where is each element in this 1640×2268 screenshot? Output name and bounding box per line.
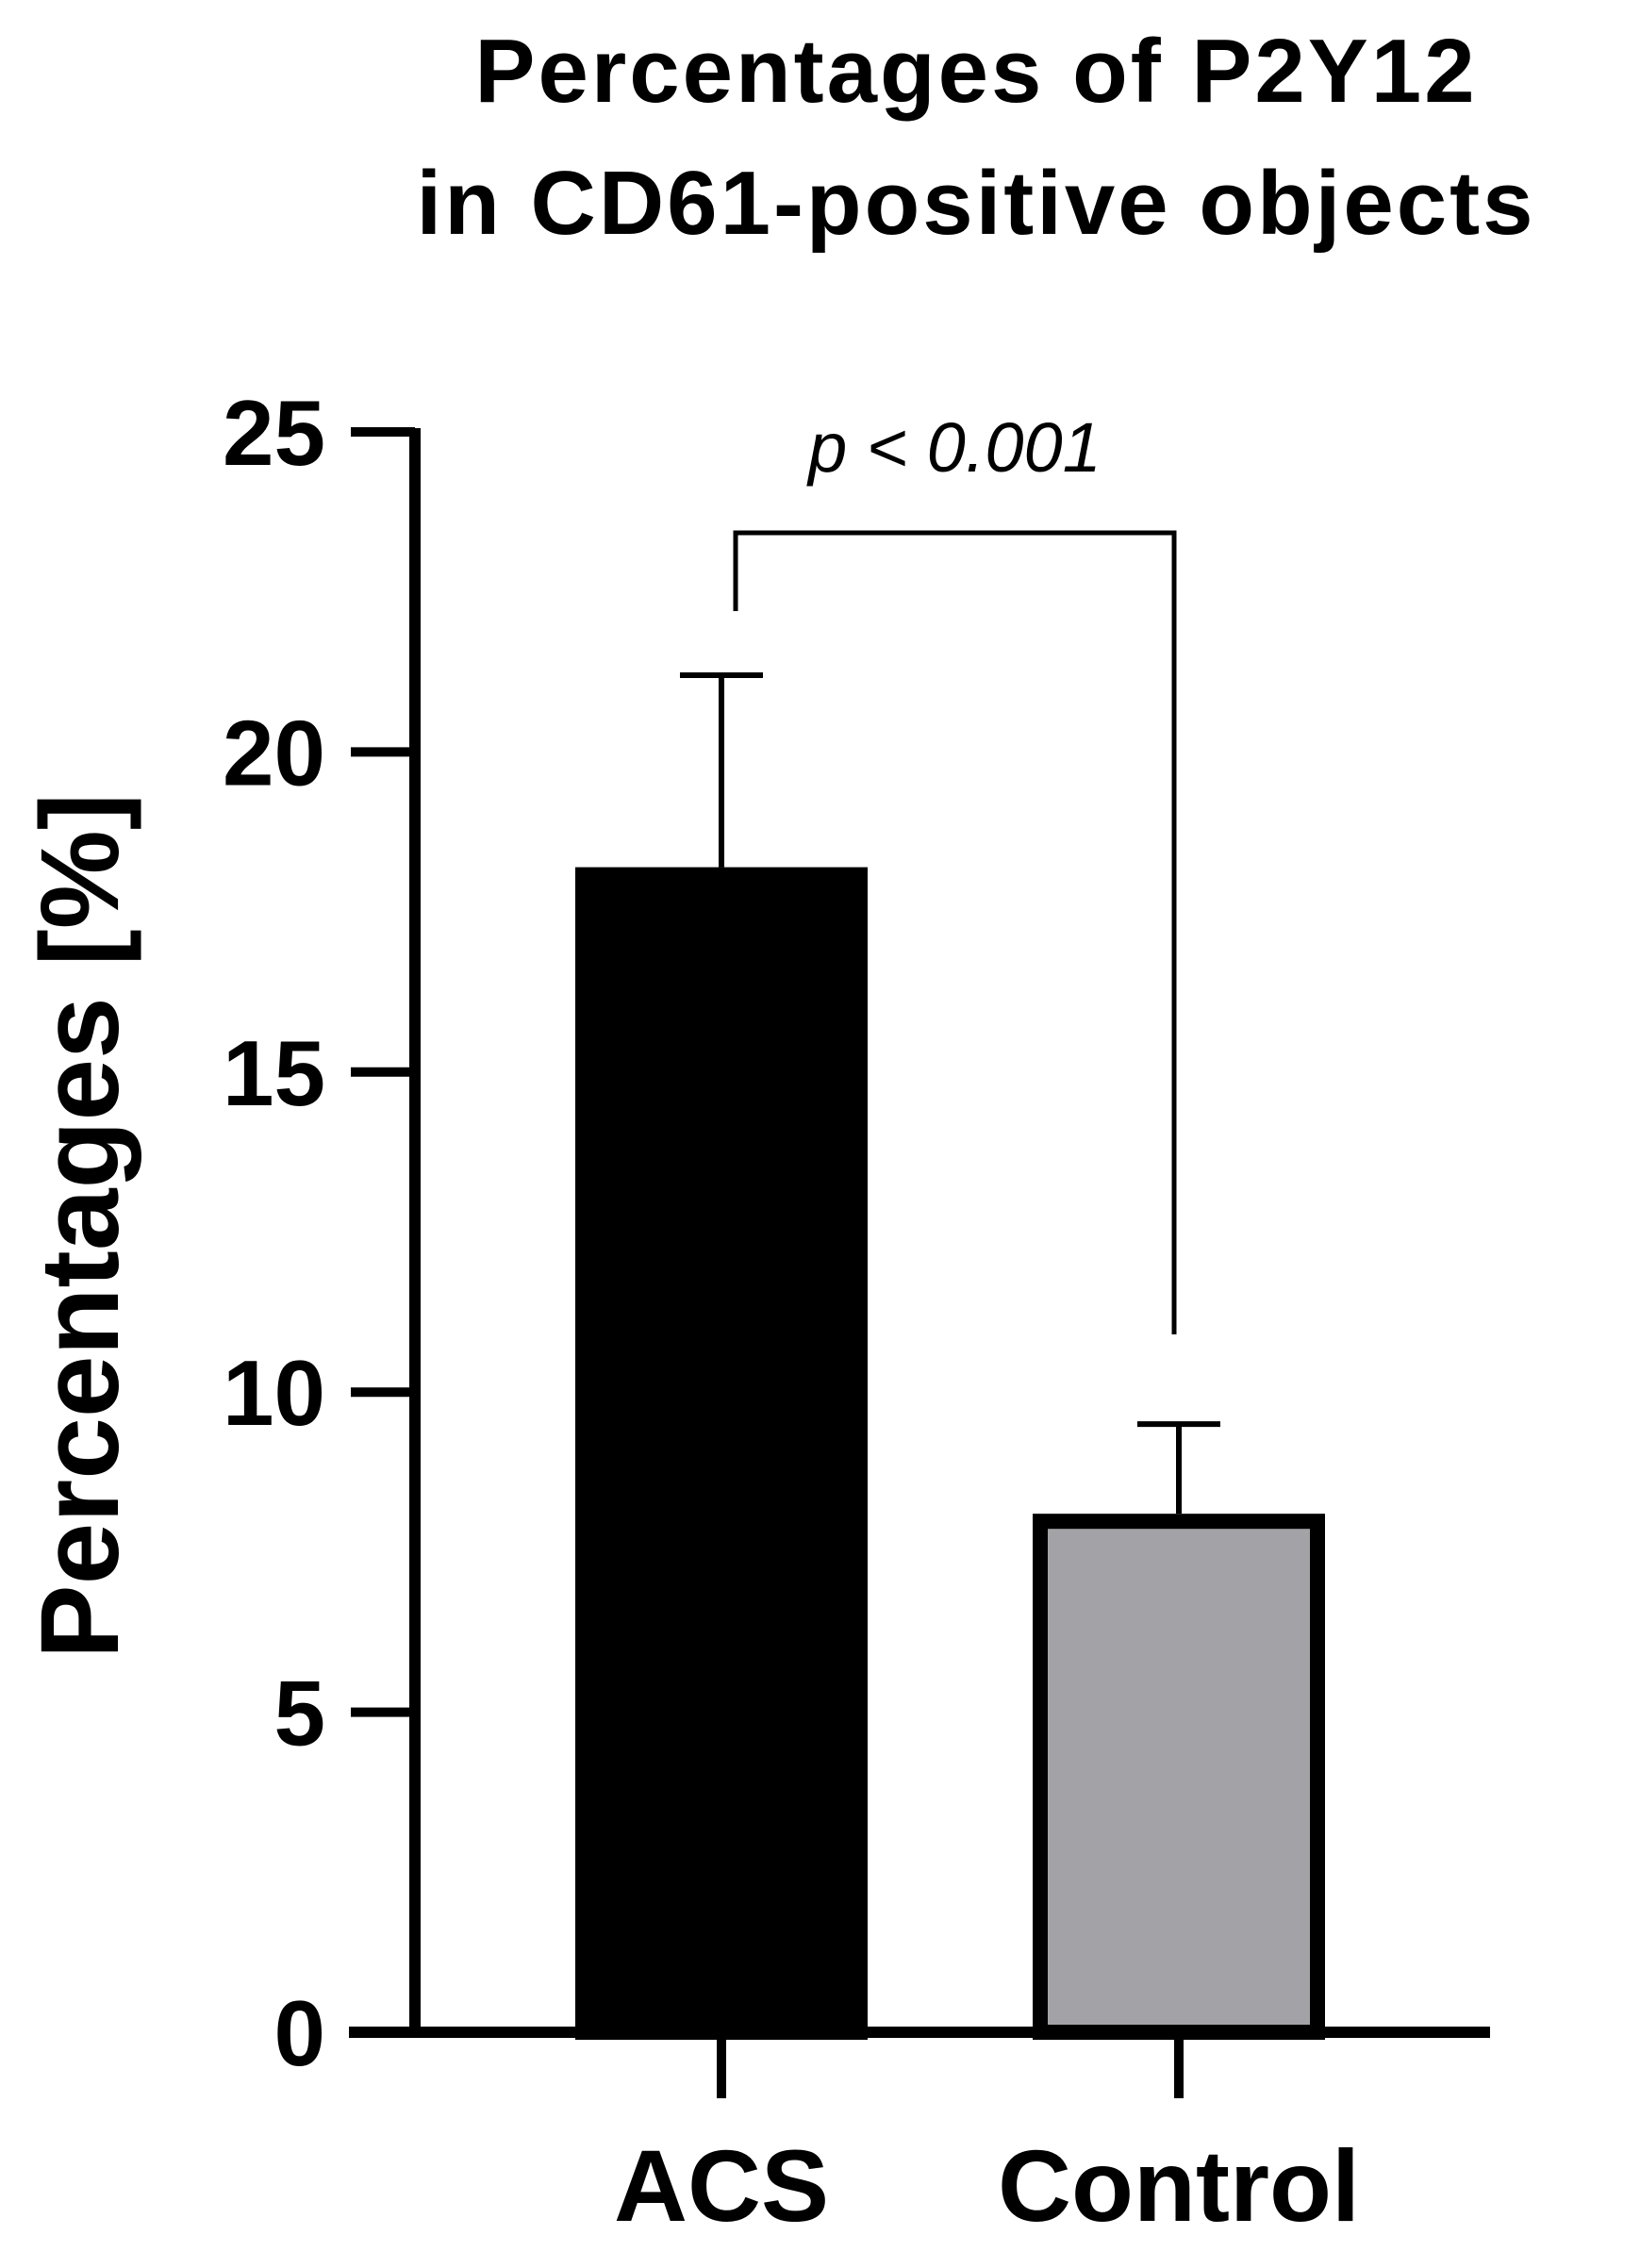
chart-title: Percentages of P2Y12 in CD61-positive ob… xyxy=(417,21,1536,254)
x-tick-label-control: Control xyxy=(998,2128,1360,2243)
y-tick-label-0: 0 xyxy=(273,1981,325,2085)
y-axis-label: Percentages [%] xyxy=(18,793,142,1659)
y-tick-label-5: 5 xyxy=(273,1662,325,1765)
bar-acs xyxy=(575,867,868,2040)
y-tick-label-25: 25 xyxy=(223,381,325,485)
y-tick-label-15: 15 xyxy=(223,1021,325,1125)
chart-title-line-1: Percentages of P2Y12 xyxy=(474,21,1477,122)
significance-label: p < 0.001 xyxy=(806,408,1102,487)
chart-title-line-2: in CD61-positive objects xyxy=(417,153,1536,254)
bar-control xyxy=(1033,1514,1325,2040)
x-tick-label-acs: ACS xyxy=(614,2128,829,2243)
significance-bracket xyxy=(733,530,1177,1334)
y-tick-label-10: 10 xyxy=(223,1341,325,1445)
plot-area: 0 5 10 15 20 25 ACS Control p < 0.001 xyxy=(223,381,1490,2243)
y-tick-label-20: 20 xyxy=(223,701,325,804)
